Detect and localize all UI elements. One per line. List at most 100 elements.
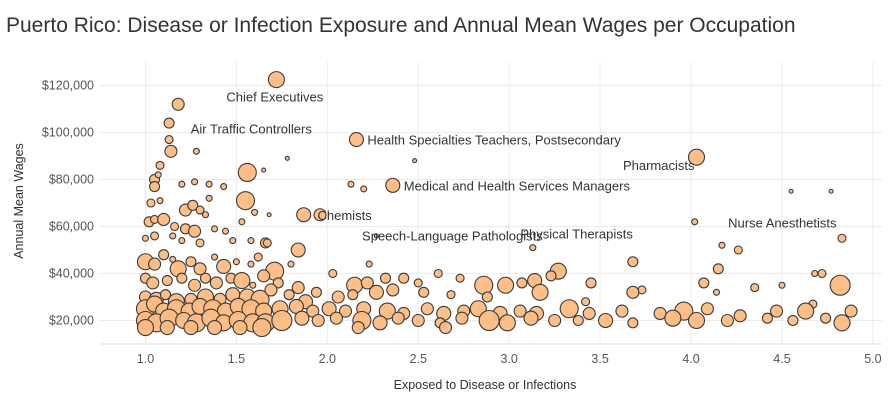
data-point[interactable]: [348, 132, 364, 148]
data-point[interactable]: [187, 199, 199, 211]
data-point[interactable]: [347, 180, 355, 188]
data-point[interactable]: [391, 311, 405, 325]
data-point[interactable]: [221, 227, 230, 235]
data-point[interactable]: [664, 309, 682, 327]
data-point[interactable]: [294, 310, 310, 326]
data-point[interactable]: [284, 155, 290, 161]
data-point[interactable]: [438, 320, 453, 335]
data-point[interactable]: [372, 315, 388, 331]
data-point[interactable]: [433, 268, 443, 279]
data-point[interactable]: [232, 258, 240, 266]
data-point[interactable]: [185, 256, 197, 268]
data-point[interactable]: [178, 237, 186, 245]
data-point[interactable]: [237, 162, 257, 182]
data-point[interactable]: [626, 285, 640, 299]
data-point[interactable]: [420, 302, 434, 316]
data-point[interactable]: [700, 302, 714, 316]
data-point[interactable]: [769, 304, 784, 318]
data-point[interactable]: [496, 276, 515, 294]
data-point[interactable]: [264, 283, 278, 297]
data-point[interactable]: [446, 290, 456, 300]
data-point[interactable]: [146, 198, 156, 208]
data-point[interactable]: [585, 277, 597, 289]
data-point[interactable]: [844, 304, 858, 318]
data-point[interactable]: [176, 272, 188, 284]
data-point[interactable]: [154, 171, 162, 179]
data-point[interactable]: [171, 97, 185, 111]
data-point[interactable]: [627, 317, 639, 329]
data-point[interactable]: [211, 225, 219, 233]
data-point[interactable]: [257, 269, 271, 283]
data-point[interactable]: [386, 283, 400, 297]
data-point[interactable]: [159, 289, 172, 301]
data-point[interactable]: [313, 208, 327, 222]
data-point[interactable]: [247, 237, 255, 245]
data-point[interactable]: [205, 194, 213, 202]
data-point[interactable]: [310, 286, 322, 298]
data-point[interactable]: [365, 260, 373, 268]
data-point[interactable]: [205, 180, 213, 188]
data-point[interactable]: [513, 304, 527, 318]
data-point[interactable]: [163, 117, 175, 129]
data-point[interactable]: [523, 310, 539, 326]
data-point[interactable]: [797, 302, 815, 320]
data-point[interactable]: [412, 158, 418, 164]
data-point[interactable]: [266, 212, 272, 218]
data-point[interactable]: [211, 253, 219, 261]
data-point[interactable]: [178, 180, 186, 188]
data-point[interactable]: [478, 309, 500, 332]
data-point[interactable]: [150, 231, 160, 241]
data-point[interactable]: [474, 275, 494, 295]
data-point[interactable]: [328, 268, 338, 279]
data-point[interactable]: [296, 207, 312, 223]
data-point[interactable]: [778, 281, 786, 289]
data-point[interactable]: [232, 319, 248, 336]
data-point[interactable]: [712, 288, 721, 296]
data-point[interactable]: [750, 283, 760, 293]
data-point[interactable]: [220, 183, 228, 191]
data-point[interactable]: [216, 258, 232, 275]
data-point[interactable]: [233, 271, 251, 290]
data-point[interactable]: [572, 314, 584, 327]
data-point[interactable]: [582, 306, 596, 321]
data-point[interactable]: [249, 281, 257, 289]
data-point[interactable]: [331, 290, 345, 304]
data-point[interactable]: [267, 71, 285, 89]
data-point[interactable]: [164, 144, 178, 158]
data-point[interactable]: [733, 245, 743, 255]
data-point[interactable]: [615, 304, 629, 318]
data-point[interactable]: [817, 268, 827, 279]
data-point[interactable]: [559, 299, 579, 319]
data-point[interactable]: [229, 237, 237, 245]
data-point[interactable]: [201, 211, 210, 219]
data-point[interactable]: [548, 313, 562, 328]
data-point[interactable]: [199, 272, 212, 284]
data-point[interactable]: [413, 278, 423, 288]
data-point[interactable]: [262, 238, 272, 248]
data-point[interactable]: [252, 317, 272, 338]
data-point[interactable]: [787, 314, 799, 327]
data-point[interactable]: [290, 242, 306, 258]
data-point[interactable]: [378, 302, 396, 320]
data-point[interactable]: [418, 286, 430, 298]
data-point[interactable]: [455, 311, 469, 325]
data-point[interactable]: [238, 218, 246, 226]
data-point[interactable]: [360, 276, 374, 290]
data-point[interactable]: [311, 313, 325, 328]
data-point[interactable]: [828, 188, 834, 194]
data-point[interactable]: [481, 291, 493, 303]
data-point[interactable]: [170, 221, 180, 232]
data-point[interactable]: [136, 318, 155, 337]
data-point[interactable]: [531, 283, 549, 301]
data-point[interactable]: [718, 241, 726, 249]
data-point[interactable]: [498, 314, 516, 332]
data-point[interactable]: [811, 269, 819, 278]
data-point[interactable]: [385, 177, 401, 193]
data-point[interactable]: [398, 272, 410, 284]
data-point[interactable]: [820, 312, 832, 324]
data-point[interactable]: [164, 135, 174, 145]
data-point[interactable]: [687, 148, 706, 166]
data-point[interactable]: [516, 277, 528, 289]
data-point[interactable]: [195, 238, 205, 248]
data-point[interactable]: [251, 208, 259, 216]
